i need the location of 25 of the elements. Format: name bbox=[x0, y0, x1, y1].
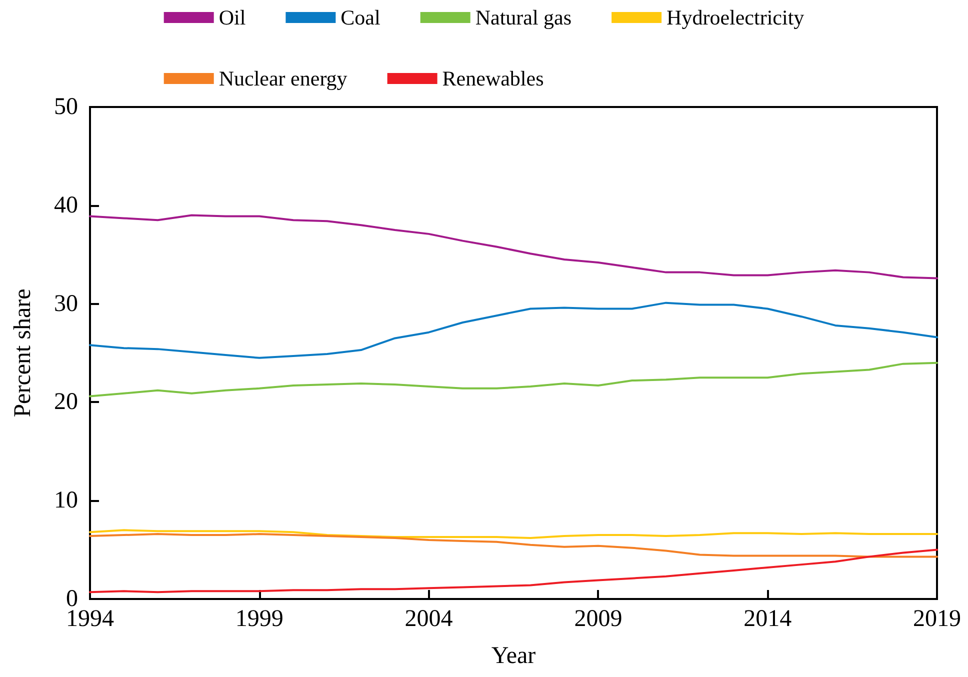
legend-label: Natural gas bbox=[475, 6, 572, 30]
x-tick-label: 2019 bbox=[913, 606, 961, 632]
line-series bbox=[89, 529, 938, 539]
legend-label: Hydroelectricity bbox=[666, 6, 805, 30]
x-tick-label: 2004 bbox=[404, 606, 453, 632]
line-series bbox=[89, 548, 938, 594]
line-series bbox=[89, 533, 938, 558]
y-tick-label: 40 bbox=[54, 192, 78, 218]
y-tick-label: 30 bbox=[54, 290, 78, 317]
legend-label: Nuclear energy bbox=[218, 66, 348, 90]
x-tick-label: 2014 bbox=[744, 606, 792, 632]
line-series bbox=[89, 302, 938, 359]
legend-label: Renewables bbox=[442, 66, 544, 90]
legend-label: Coal bbox=[340, 6, 381, 30]
y-tick-label: 50 bbox=[54, 94, 78, 120]
x-axis-title: Year bbox=[491, 643, 536, 669]
x-tick-label: 1999 bbox=[235, 606, 284, 632]
line-series bbox=[89, 214, 938, 280]
legend-label: Oil bbox=[218, 6, 246, 30]
y-tick-label: 10 bbox=[54, 488, 78, 514]
x-tick-label: 1994 bbox=[66, 606, 114, 632]
y-tick-label: 20 bbox=[54, 389, 78, 416]
x-tick-label: 2009 bbox=[574, 606, 622, 632]
line-series bbox=[89, 362, 938, 398]
y-axis-title: Percent share bbox=[10, 288, 36, 418]
